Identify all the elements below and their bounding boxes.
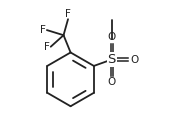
- Text: F: F: [40, 25, 46, 35]
- Text: O: O: [108, 32, 116, 42]
- Text: O: O: [108, 77, 116, 87]
- Text: F: F: [44, 42, 50, 52]
- Text: S: S: [108, 53, 116, 66]
- Text: O: O: [130, 55, 138, 65]
- Text: F: F: [65, 9, 71, 19]
